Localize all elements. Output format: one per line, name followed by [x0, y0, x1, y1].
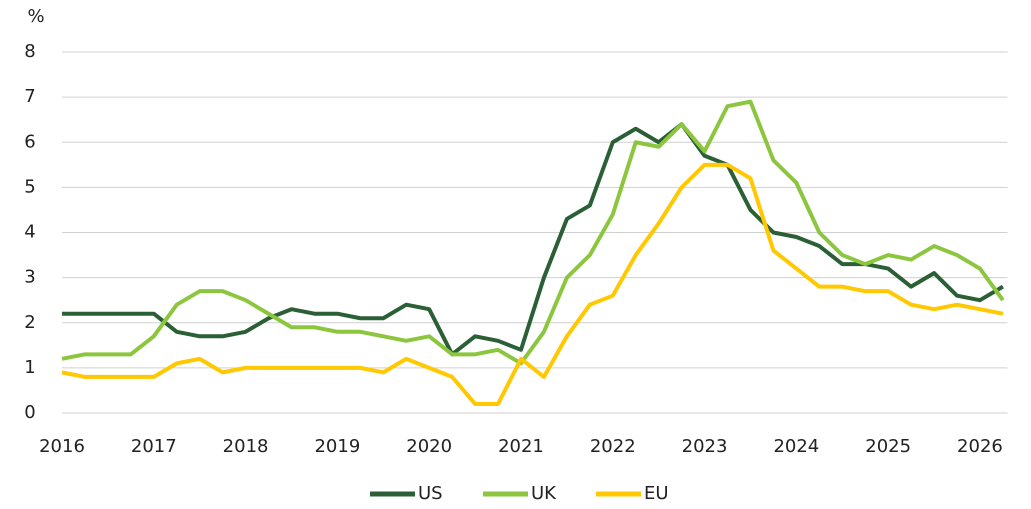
y-tick-label: 2	[24, 312, 35, 333]
y-tick-label: 4	[24, 222, 35, 243]
y-tick-label: 8	[24, 41, 35, 62]
x-tick-label: 2020	[406, 436, 452, 457]
line-series	[62, 122, 1004, 357]
legend-label: EU	[644, 483, 669, 504]
y-tick-label: 0	[24, 402, 35, 423]
line-series	[61, 162, 1004, 406]
y-tick-label: 3	[24, 267, 35, 288]
x-tick-label: 2019	[314, 436, 360, 457]
y-tick-label: 6	[24, 131, 35, 152]
x-tick-label: 2025	[865, 436, 911, 457]
legend-label: UK	[531, 483, 557, 504]
legend-label: US	[418, 483, 443, 504]
x-tick-label: 2021	[498, 436, 544, 457]
line-series	[61, 99, 1005, 366]
y-tick-label: 1	[24, 357, 35, 378]
y-tick-label: 7	[24, 86, 35, 107]
y-axis-label: %	[27, 6, 44, 27]
x-tick-label: 2023	[682, 436, 728, 457]
x-tick-label: 2026	[957, 436, 1003, 457]
x-tick-label: 2024	[773, 436, 819, 457]
x-tick-label: 2022	[590, 436, 636, 457]
x-tick-label: 2016	[39, 436, 85, 457]
y-tick-label: 5	[24, 176, 35, 197]
x-tick-label: 2017	[131, 436, 177, 457]
x-tick-label: 2018	[223, 436, 269, 457]
